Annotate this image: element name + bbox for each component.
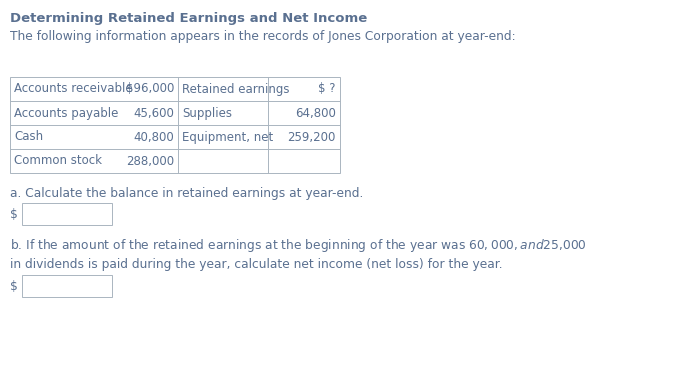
Text: Determining Retained Earnings and Net Income: Determining Retained Earnings and Net In… [10, 12, 367, 25]
Text: $ ?: $ ? [319, 82, 336, 96]
Text: Supplies: Supplies [182, 106, 232, 120]
Text: 259,200: 259,200 [288, 131, 336, 144]
Text: 45,600: 45,600 [133, 106, 174, 120]
Text: 40,800: 40,800 [133, 131, 174, 144]
Text: b. If the amount of the retained earnings at the beginning of the year was $60,0: b. If the amount of the retained earning… [10, 237, 587, 271]
Text: a. Calculate the balance in retained earnings at year-end.: a. Calculate the balance in retained ear… [10, 187, 363, 200]
Bar [10, 77, 340, 173]
Text: Accounts payable: Accounts payable [14, 106, 118, 120]
Text: Cash: Cash [14, 131, 43, 144]
Bar [22, 203, 112, 225]
Text: $96,000: $96,000 [126, 82, 174, 96]
Text: 288,000: 288,000 [126, 155, 174, 167]
Text: Equipment, net: Equipment, net [182, 131, 273, 144]
Text: The following information appears in the records of Jones Corporation at year-en: The following information appears in the… [10, 30, 515, 43]
Text: $: $ [10, 208, 18, 220]
Text: Common stock: Common stock [14, 155, 102, 167]
Bar [22, 275, 112, 297]
Text: 64,800: 64,800 [295, 106, 336, 120]
Text: $: $ [10, 280, 18, 293]
Text: Accounts receivable: Accounts receivable [14, 82, 133, 96]
Text: Retained earnings: Retained earnings [182, 82, 290, 96]
